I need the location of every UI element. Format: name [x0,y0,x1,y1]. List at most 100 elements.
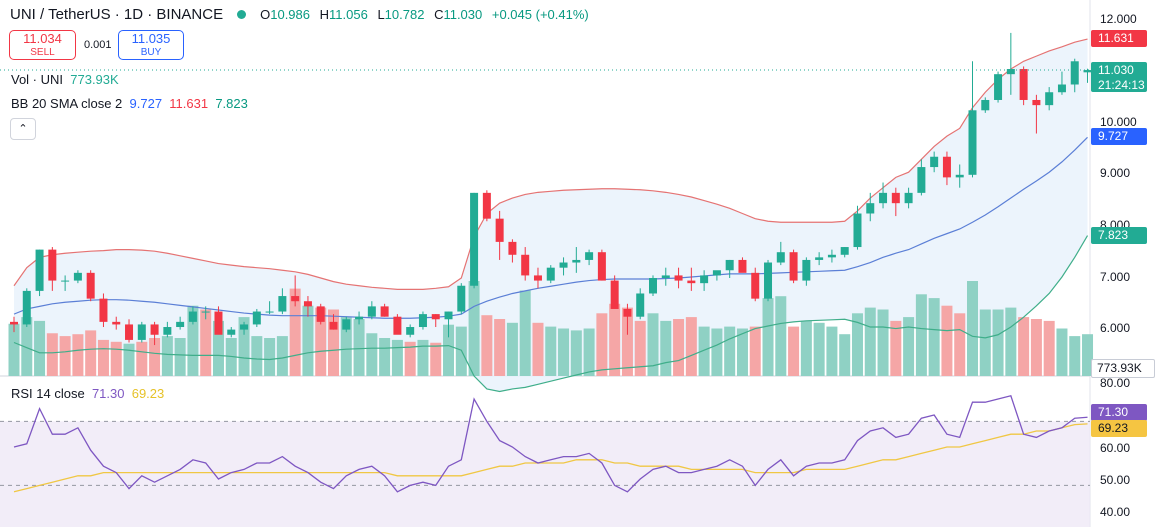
candle-body [815,257,824,260]
volume-bar [1005,307,1017,376]
volume-legend[interactable]: Vol · UNI 773.93K [11,72,119,87]
candle-body [125,324,134,340]
rsi-ma-line [13,423,1088,493]
candle-body [649,278,657,294]
candle-body [61,280,70,282]
candle-body [431,314,440,320]
volume-bar [724,326,736,376]
candle-body [380,306,389,317]
volume-bar [200,309,212,376]
volume-legend-value: 773.93K [70,72,119,87]
candle-body [891,192,900,204]
rsi-legend[interactable]: RSI 14 close 71.30 69.23 [11,386,164,401]
candle-body [495,218,504,242]
candle-body [521,254,530,276]
rsi-ma-tag: 69.23 [1091,420,1147,437]
volume-bar [545,326,557,376]
candle-body [776,252,785,263]
volume-bar [391,339,403,376]
candle-body [201,311,210,313]
candle-body [355,316,364,320]
candle-body [1083,70,1092,73]
volume-bar [762,298,774,376]
candle-body [904,192,913,204]
candle-body [955,174,964,178]
candle-body [137,324,146,340]
volume-bar [161,336,173,376]
buy-price: 11.035 [131,31,171,46]
candle-body [1019,69,1028,100]
volume-bar [404,341,416,376]
candle-body [661,275,670,278]
volume-bar [1069,336,1081,376]
candle-body [86,272,95,299]
bollinger-legend[interactable]: BB 20 SMA close 2 9.727 11.631 7.823 [11,96,248,111]
volume-bar [59,336,71,376]
sell-button[interactable]: 11.034 SELL [9,30,76,60]
rsi-legend-label: RSI 14 close [11,386,85,401]
volume-bar [481,315,493,376]
volume-bar [532,322,544,376]
candle-body [367,306,376,317]
volume-bar [85,330,97,376]
volume-bar [328,309,339,376]
candle-body [789,252,798,281]
candle-body [214,311,223,335]
candle-body [316,306,325,322]
candle-body [853,213,862,248]
volume-bar [596,313,608,376]
volume-bar [110,341,122,376]
candle-body [240,324,249,330]
candle-body [712,270,721,276]
volume-bar [506,322,518,376]
ohlc-values: O10.986 H11.056 L10.782 C11.030 +0.045 (… [260,7,595,22]
volume-bar [212,320,224,376]
volume-bar [353,319,365,376]
volume-bar [877,309,889,376]
volume-bar [839,334,851,376]
rsi-line [13,395,1088,493]
candle-body [73,272,82,281]
candle-body [150,324,159,335]
candle-body [879,192,888,204]
candle-body [597,252,606,281]
volume-bar [72,334,84,376]
bollinger-upper-value: 11.631 [169,96,209,111]
candle-body [112,321,121,325]
rsi-tick: 40.00 [1100,505,1131,519]
buy-button[interactable]: 11.035 BUY [118,30,184,60]
chart-header: UNI / TetherUS · 1D · BINANCE O10.986 H1… [10,6,595,23]
candle-body [623,308,632,317]
volume-bar [417,339,429,376]
volume-bar [289,288,301,376]
candle-body [227,329,236,335]
collapse-legend-button[interactable]: ⌃ [10,118,36,140]
volume-bar [1043,320,1055,376]
bb-upper-tag: 11.631 [1091,30,1147,47]
volume-bar [621,307,633,376]
volume-bar [430,342,442,376]
candle-body [35,249,44,291]
open-value: 10.986 [270,7,310,22]
candle-body [700,275,709,284]
symbol-title[interactable]: UNI / TetherUS · 1D · BINANCE [10,6,224,23]
volume-tag: 773.93K [1091,359,1155,378]
chevron-up-icon: ⌃ [18,123,28,135]
volume-bar [21,317,33,376]
volume-bar [583,328,595,376]
rsi-band-fill [0,421,1090,527]
bollinger-basis-value: 9.727 [129,96,163,111]
price-tick: 6.000 [1100,321,1131,335]
candle-body [802,259,811,281]
price-tick: 9.000 [1100,166,1131,180]
volume-bar [864,307,876,376]
candle-body [930,156,939,168]
buy-label: BUY [140,47,162,58]
candle-body [1006,69,1015,75]
candle-body [291,296,300,302]
volume-bar [97,339,109,376]
candle-body [994,74,1003,100]
volume-bar [647,313,659,376]
low-label: L [377,7,385,22]
